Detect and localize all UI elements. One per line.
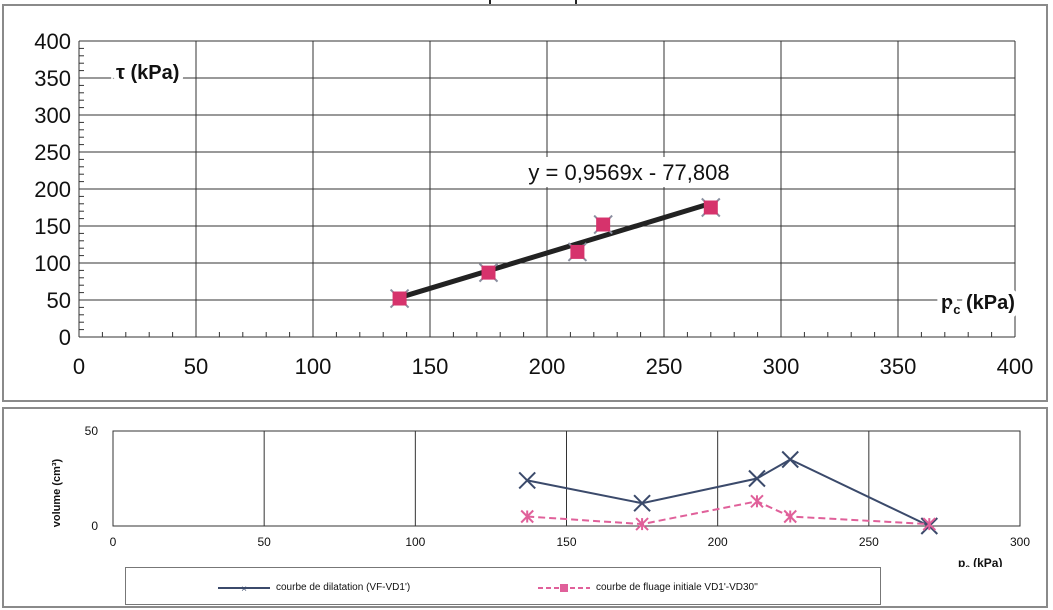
y-tick-label-50: 50 [47,288,71,313]
volume-x-axis-label-main: p [958,556,965,567]
volume-y-axis-label: volume (cm³) [51,458,63,527]
x-tick-label-250: 250 [646,354,683,379]
y-tick-label-400: 400 [34,29,71,54]
data-point [481,265,496,280]
volume-x-axis-label: pc (kPa) [958,556,1002,567]
legend-swatch-fluage [538,583,590,592]
volume-x-tick-label-50: 50 [257,535,271,549]
x-tick-label-200: 200 [529,354,566,379]
legend-label-dilatation: courbe de dilatation (VF-VD1') [276,582,411,593]
volume-chart: 0 50 100 150 200 250 300 0 50 volume (cm³) pc (k… [51,424,1030,572]
x-tick-label-400: 400 [997,354,1034,379]
x-tick-label-350: 350 [880,354,917,379]
y-tick-label-300: 300 [34,103,71,128]
x-tick-label-50: 50 [184,354,208,379]
legend-label-fluage: courbe de fluage initiale VD1'-VD30'' [596,582,758,593]
y-axis-label: τ (kPa) [116,62,179,84]
volume-data-point [748,469,766,488]
legend-swatch-dilatation: × [218,584,270,593]
data-point [570,244,585,259]
data-point [596,217,611,232]
volume-data-point [518,471,536,490]
y-tick-label-100: 100 [34,251,71,276]
svg-text:×: × [241,584,247,593]
y-tick-label-0: 0 [59,325,71,350]
volume-x-axis-label-unit: (kPa) [970,556,1003,567]
legend-item-dilatation: × courbe de dilatation (VF-VD1') [218,582,410,593]
legend-item-fluage: courbe de fluage initiale VD1'-VD30'' [538,582,758,593]
y-tick-label-350: 350 [34,66,71,91]
trendline-equation: y = 0,9569x - 77,808 [506,157,752,187]
volume-x-tick-label-0: 0 [110,535,117,549]
equation-text: y = 0,9569x - 77,808 [528,160,729,185]
volume-x-tick-label-200: 200 [708,535,728,549]
trendline [398,200,712,300]
y-tick-label-200: 200 [34,177,71,202]
volume-data-point [781,450,799,469]
x-axis-label: pc (kPa) [941,292,1015,317]
x-axis-label-unit: (kPa) [960,292,1014,314]
shear-stress-chart-panel: 0 50 100 150 200 250 300 350 400 0 50 100 150 200 250 3… [2,4,1048,402]
x-tick-label-300: 300 [763,354,800,379]
data-point [703,200,718,215]
data-point [392,291,407,306]
equation-background [506,157,752,187]
x-tick-label-0: 0 [73,354,85,379]
x-axis-label-sub: c [953,302,960,317]
volume-x-tick-label-250: 250 [859,535,879,549]
volume-y-tick-label-50: 50 [85,424,99,438]
legend: × courbe de dilatation (VF-VD1') courbe … [125,567,881,605]
volume-x-tick-label-150: 150 [556,535,576,549]
x-tick-label-100: 100 [295,354,332,379]
volume-data-point [633,494,651,512]
volume-x-tick-label-100: 100 [405,535,425,549]
shear-stress-chart: 0 50 100 150 200 250 300 350 400 0 50 100 150 200 250 3… [34,29,1034,379]
x-tick-label-150: 150 [412,354,449,379]
volume-x-tick-label-300: 300 [1010,535,1030,549]
volume-y-tick-label-0: 0 [91,519,98,533]
y-tick-label-250: 250 [34,140,71,165]
x-axis-label-main: p [941,292,953,314]
y-tick-label-150: 150 [34,214,71,239]
